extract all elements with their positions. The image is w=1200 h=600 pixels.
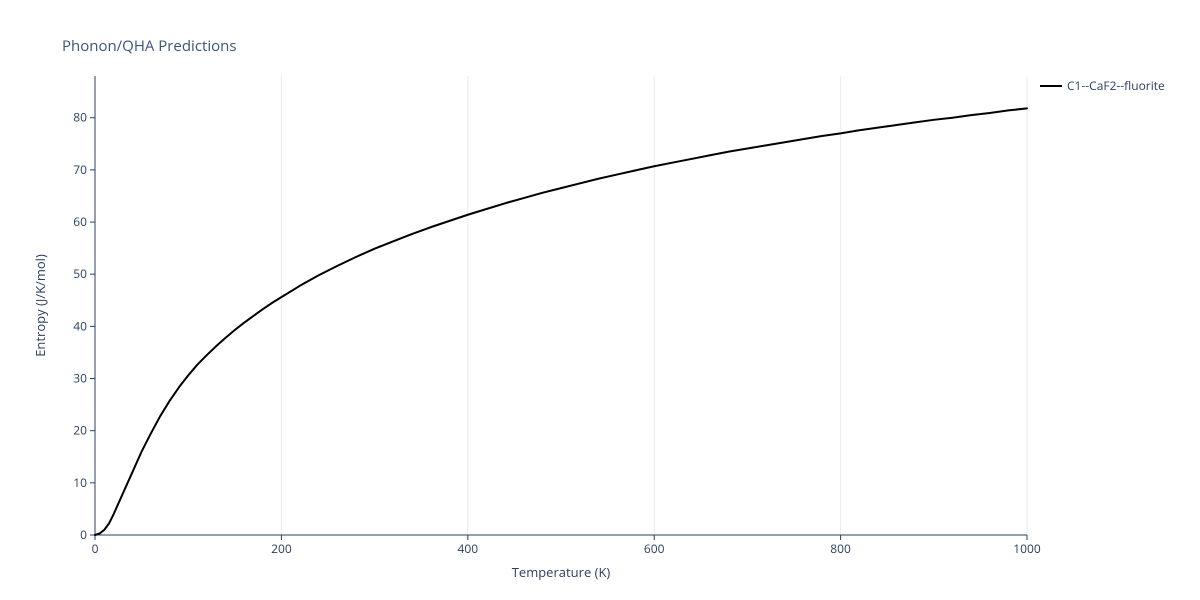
y-tick-label: 50: [73, 265, 87, 282]
chart-title: Phonon/QHA Predictions: [62, 36, 237, 56]
y-tick-label: 40: [73, 317, 87, 334]
series-line: [95, 108, 1027, 535]
y-tick-label: 60: [73, 213, 87, 230]
y-axis-label: Entropy (J/K/mol): [31, 254, 49, 357]
x-tick-label: 600: [644, 540, 665, 557]
y-tick-label: 70: [73, 161, 87, 178]
x-axis-label: Temperature (K): [512, 563, 611, 581]
x-tick-label: 400: [458, 540, 479, 557]
entropy-chart: 0 200 400 600 800 1000 0 10 20 30 40 50 60 70 80 Temper…: [0, 0, 1200, 600]
y-tick-label: 20: [73, 422, 87, 439]
y-tick-label: 30: [73, 370, 87, 387]
x-tick-label: 800: [830, 540, 851, 557]
y-tick-label: 80: [73, 109, 87, 126]
y-tick-label: 0: [80, 526, 87, 543]
x-tick-label: 1000: [1013, 540, 1041, 557]
x-tick-label: 200: [271, 540, 292, 557]
legend-label: C1--CaF2--fluorite: [1067, 77, 1165, 94]
y-tick-label: 10: [73, 474, 87, 491]
x-tick-label: 0: [92, 540, 99, 557]
